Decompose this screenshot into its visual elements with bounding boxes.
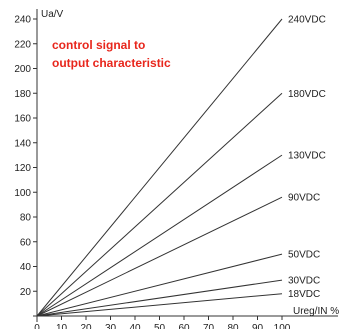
series-line-240vdc <box>36 18 283 317</box>
series-lines <box>36 18 283 317</box>
x-tick-label: 30 <box>105 323 117 329</box>
annotation-line-1: control signal to <box>52 38 145 52</box>
x-tick-label: 70 <box>203 323 215 329</box>
series-line-180vdc <box>36 92 283 317</box>
x-tick-label: 40 <box>129 323 141 329</box>
y-tick-label: 120 <box>14 163 31 174</box>
series-label-50vdc: 50VDC <box>288 250 320 261</box>
series-line-130vdc <box>36 154 283 317</box>
series-label-180vdc: 180VDC <box>288 89 326 100</box>
series-label-30vdc: 30VDC <box>288 276 320 287</box>
axes: 20 40 60 80 100 120 140 160 180 200 220 240 0 10 20 30 4… <box>14 9 339 329</box>
y-tick-label: 140 <box>14 138 31 149</box>
y-tick-label: 60 <box>20 237 32 248</box>
x-tick-label: 60 <box>178 323 190 329</box>
series-labels: 240VDC 180VDC 130VDC 90VDC 50VDC 30VDC 18VDC <box>288 15 326 301</box>
series-line-30vdc <box>36 279 283 317</box>
y-tick-label: 160 <box>14 114 31 125</box>
series-line-50vdc <box>36 253 283 317</box>
x-tick-label: 10 <box>56 323 68 329</box>
x-tick-label: 80 <box>227 323 239 329</box>
y-tick-label: 180 <box>14 89 31 100</box>
series-label-130vdc: 130VDC <box>288 151 326 162</box>
series-line-90vdc <box>36 196 283 317</box>
annotation-line-2: output characteristic <box>52 56 171 70</box>
y-tick-label: 80 <box>20 213 32 224</box>
y-tick-label: 200 <box>14 64 31 75</box>
series-line-18vdc <box>36 293 283 317</box>
y-tick-label: 240 <box>14 15 31 26</box>
y-axis-title: Ua/V <box>41 9 64 20</box>
series-label-90vdc: 90VDC <box>288 193 320 204</box>
y-tick-label: 20 <box>20 287 32 298</box>
x-tick-label: 20 <box>80 323 92 329</box>
annotation: control signal to output characteristic <box>52 38 171 70</box>
x-axis-title: Ureg/IN % <box>293 306 339 317</box>
y-tick-label: 220 <box>14 39 31 50</box>
x-tick-label: 50 <box>154 323 166 329</box>
y-tick-label: 40 <box>20 262 32 273</box>
series-label-18vdc: 18VDC <box>288 289 320 300</box>
x-tick-label: 100 <box>274 323 291 329</box>
x-tick-label: 0 <box>34 323 40 329</box>
x-tick-label: 90 <box>252 323 264 329</box>
series-label-240vdc: 240VDC <box>288 15 326 26</box>
y-tick-label: 100 <box>14 188 31 199</box>
